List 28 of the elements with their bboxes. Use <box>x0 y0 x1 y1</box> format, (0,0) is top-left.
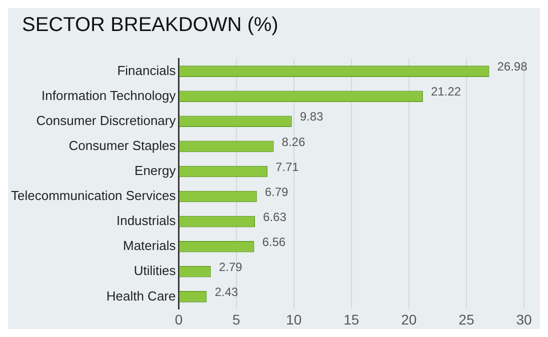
data-label: 6.56 <box>262 234 286 249</box>
data-label: 6.79 <box>264 184 289 199</box>
y-tick-label: Telecommunication Services <box>11 188 176 204</box>
chart-title: SECTOR BREAKDOWN (%) <box>21 13 280 38</box>
y-tick-label: Health Care <box>106 288 176 304</box>
x-tick-label: 15 <box>344 311 360 328</box>
y-tick-label: Information Technology <box>42 88 176 103</box>
x-tick-label: 25 <box>458 311 474 328</box>
data-label: 7.71 <box>275 160 300 174</box>
y-tick-label: Financials <box>117 62 176 78</box>
y-tick-label: Consumer Discretionary <box>36 112 176 128</box>
data-label: 21.22 <box>430 84 462 99</box>
data-label: 8.26 <box>282 134 306 149</box>
y-tick-label: Consumer Staples <box>68 138 176 154</box>
x-tick-label: 0 <box>174 311 183 328</box>
x-tick-label: 10 <box>286 311 302 328</box>
y-tick-label: Industrials <box>116 213 176 228</box>
data-label: 26.98 <box>497 60 528 74</box>
y-tick-label: Utilities <box>134 263 176 278</box>
data-label: 6.63 <box>263 210 287 224</box>
data-label: 2.43 <box>214 284 238 299</box>
x-tick-label: 30 <box>516 311 532 328</box>
y-tick-label: Materials <box>122 238 176 254</box>
data-label: 9.83 <box>300 110 324 124</box>
x-tick-label: 20 <box>401 311 417 328</box>
data-label: 2.79 <box>218 260 243 274</box>
y-tick-label: Energy <box>134 163 176 178</box>
x-tick-label: 5 <box>232 311 240 328</box>
